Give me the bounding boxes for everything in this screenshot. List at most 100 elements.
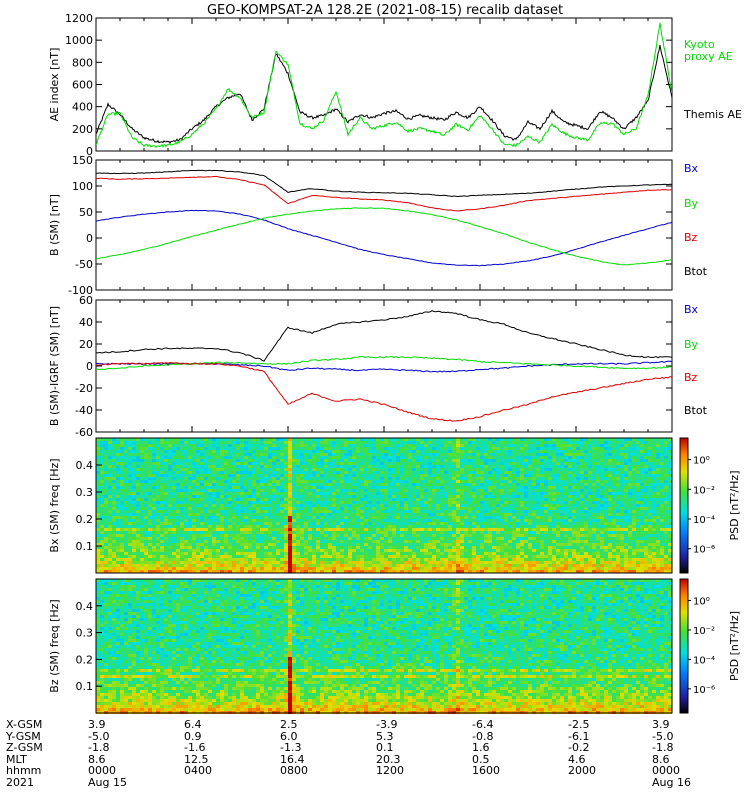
spectrogram-cell [376, 567, 380, 570]
spectrogram-cell [472, 531, 476, 534]
spectrogram-cell [444, 546, 448, 549]
spectrogram-cell [324, 537, 328, 540]
spectrogram-cell [396, 540, 400, 543]
spectrogram-cell [396, 531, 400, 534]
spectrogram-cell [312, 447, 316, 450]
spectrogram-cell [120, 480, 124, 483]
spectrogram-cell [360, 495, 364, 498]
spectrogram-cell [300, 450, 304, 453]
spectrogram-cell [140, 459, 144, 462]
spectrogram-cell [364, 459, 368, 462]
spectrogram-cell [96, 456, 100, 459]
spectrogram-cell [96, 447, 100, 450]
spectrogram-cell [332, 567, 336, 570]
spectrogram-cell [220, 504, 224, 507]
spectrogram-cell [132, 531, 136, 534]
spectrogram-cell [200, 528, 204, 531]
spectrogram-cell [260, 495, 264, 498]
spectrogram-cell [252, 474, 256, 477]
spectrogram-cell [400, 567, 404, 570]
spectrogram-cell [136, 507, 140, 510]
spectrogram-cell [432, 492, 436, 495]
spectrogram-cell [380, 513, 384, 516]
spectrogram-cell [512, 519, 516, 522]
spectrogram-cell [132, 462, 136, 465]
spectrogram-cell [396, 546, 400, 549]
spectrogram-cell [448, 477, 452, 480]
spectrogram-cell [460, 501, 464, 504]
spectrogram-cell [460, 525, 464, 528]
spectrogram-cell [228, 441, 232, 444]
spectrogram-cell [460, 528, 464, 531]
spectrogram-cell [508, 468, 512, 471]
spectrogram-cell [432, 567, 436, 570]
spectrogram-cell [476, 447, 480, 450]
spectrogram-cell [508, 465, 512, 468]
spectrogram-cell [168, 444, 172, 447]
spectrogram-cell [420, 540, 424, 543]
spectrogram-cell [424, 453, 428, 456]
spectrogram-cell [436, 552, 440, 555]
spectrogram-cell [436, 543, 440, 546]
spectrogram-cell [256, 564, 260, 567]
spectrogram-cell [404, 528, 408, 531]
spectrogram-cell [184, 492, 188, 495]
spectrogram-cell [492, 522, 496, 525]
spectrogram-cell [436, 495, 440, 498]
spectrogram-cell [420, 510, 424, 513]
spectrogram-cell [144, 537, 148, 540]
spectrogram-cell [300, 480, 304, 483]
spectrogram-cell [412, 444, 416, 447]
spectrogram-cell [276, 519, 280, 522]
spectrogram-cell [200, 516, 204, 519]
spectrogram-cell [428, 552, 432, 555]
spectrogram-cell [180, 474, 184, 477]
spectrogram-cell [164, 501, 168, 504]
spectrogram-cell [204, 516, 208, 519]
spectrogram-cell [376, 453, 380, 456]
spectrogram-cell [304, 471, 308, 474]
spectrogram-cell [412, 552, 416, 555]
spectrogram-cell [380, 444, 384, 447]
spectrogram-cell [452, 510, 456, 513]
spectrogram-cell [332, 549, 336, 552]
spectrogram-cell [464, 558, 468, 561]
spectrogram-cell [408, 555, 412, 558]
spectrogram-cell [416, 483, 420, 486]
spectrogram-cell [96, 459, 100, 462]
spectrogram-cell [236, 522, 240, 525]
spectrogram-cell [128, 567, 132, 570]
spectrogram-cell [232, 525, 236, 528]
spectrogram-cell [388, 555, 392, 558]
spectrogram-cell [496, 483, 500, 486]
spectrogram-cell [152, 489, 156, 492]
spectrogram-cell [468, 474, 472, 477]
spectrogram-cell [272, 483, 276, 486]
spectrogram-cell [236, 516, 240, 519]
spectrogram-cell [292, 456, 296, 459]
spectrogram-cell [116, 477, 120, 480]
spectrogram-cell [112, 549, 116, 552]
spectrogram-cell [496, 441, 500, 444]
spectrogram-cell [144, 543, 148, 546]
spectrogram-cell [204, 483, 208, 486]
spectrogram-cell [276, 498, 280, 501]
spectrogram-cell [360, 441, 364, 444]
spectrogram-cell [252, 495, 256, 498]
spectrogram-cell [332, 444, 336, 447]
spectrogram-cell [404, 543, 408, 546]
spectrogram-cell [180, 459, 184, 462]
spectrogram-cell [192, 468, 196, 471]
spectrogram-cell [152, 555, 156, 558]
spectrogram-cell [444, 483, 448, 486]
spectrogram-cell [308, 498, 312, 501]
spectrogram-cell [220, 567, 224, 570]
spectrogram-cell [380, 522, 384, 525]
spectrogram-cell [180, 495, 184, 498]
spectrogram-cell [444, 471, 448, 474]
spectrogram-cell [276, 444, 280, 447]
spectrogram-cell [428, 567, 432, 570]
spectrogram-cell [404, 501, 408, 504]
spectrogram-cell [288, 540, 292, 543]
spectrogram-cell [408, 444, 412, 447]
